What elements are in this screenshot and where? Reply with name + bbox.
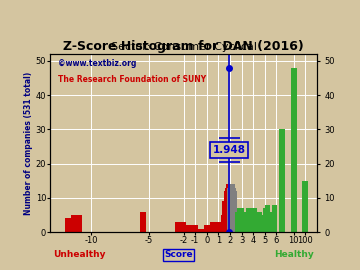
Bar xyxy=(76,215,82,232)
Bar xyxy=(198,229,204,232)
Bar xyxy=(256,212,262,232)
Bar xyxy=(181,222,186,232)
Bar xyxy=(228,191,234,232)
Bar xyxy=(224,191,229,232)
Text: ©www.textbiz.org: ©www.textbiz.org xyxy=(58,59,137,68)
Text: Unhealthy: Unhealthy xyxy=(53,250,105,259)
Bar xyxy=(251,208,257,232)
Bar xyxy=(258,218,264,232)
Bar xyxy=(239,208,244,232)
Bar xyxy=(261,215,267,232)
Bar xyxy=(228,184,233,232)
Bar xyxy=(175,222,181,232)
Bar xyxy=(291,68,297,232)
Bar xyxy=(210,222,215,232)
Bar xyxy=(244,215,249,232)
Text: Sector: Consumer Cyclical: Sector: Consumer Cyclical xyxy=(111,42,257,52)
Bar xyxy=(229,184,235,232)
Bar xyxy=(229,194,235,232)
Bar xyxy=(237,208,243,232)
Bar xyxy=(215,222,221,232)
Bar xyxy=(246,208,251,232)
Text: Score: Score xyxy=(164,250,193,259)
Bar xyxy=(265,205,270,232)
Bar xyxy=(140,212,146,232)
Bar xyxy=(204,225,210,232)
Bar xyxy=(230,188,236,232)
Bar xyxy=(65,218,71,232)
Bar xyxy=(272,205,278,232)
Bar xyxy=(247,215,253,232)
Bar xyxy=(230,188,236,232)
Bar xyxy=(226,184,232,232)
Bar xyxy=(279,129,285,232)
Bar xyxy=(302,181,308,232)
Text: 1.948: 1.948 xyxy=(213,145,246,155)
Bar xyxy=(263,208,269,232)
Bar xyxy=(242,215,248,232)
Bar xyxy=(186,225,192,232)
Bar xyxy=(71,215,76,232)
Bar xyxy=(225,188,230,232)
Bar xyxy=(270,212,276,232)
Y-axis label: Number of companies (531 total): Number of companies (531 total) xyxy=(24,72,33,215)
Title: Z-Score Histogram for DAN (2016): Z-Score Histogram for DAN (2016) xyxy=(63,40,304,53)
Bar xyxy=(235,212,241,232)
Bar xyxy=(226,184,232,232)
Bar xyxy=(268,215,274,232)
Bar xyxy=(233,208,239,232)
Bar xyxy=(231,191,237,232)
Bar xyxy=(260,218,265,232)
Bar xyxy=(221,215,227,232)
Bar xyxy=(254,212,260,232)
Bar xyxy=(222,201,228,232)
Text: The Research Foundation of SUNY: The Research Foundation of SUNY xyxy=(58,75,207,85)
Bar xyxy=(266,215,272,232)
Bar xyxy=(249,212,255,232)
Bar xyxy=(240,212,246,232)
Bar xyxy=(192,225,198,232)
Bar xyxy=(227,188,233,232)
Text: Healthy: Healthy xyxy=(274,250,314,259)
Bar xyxy=(252,215,258,232)
